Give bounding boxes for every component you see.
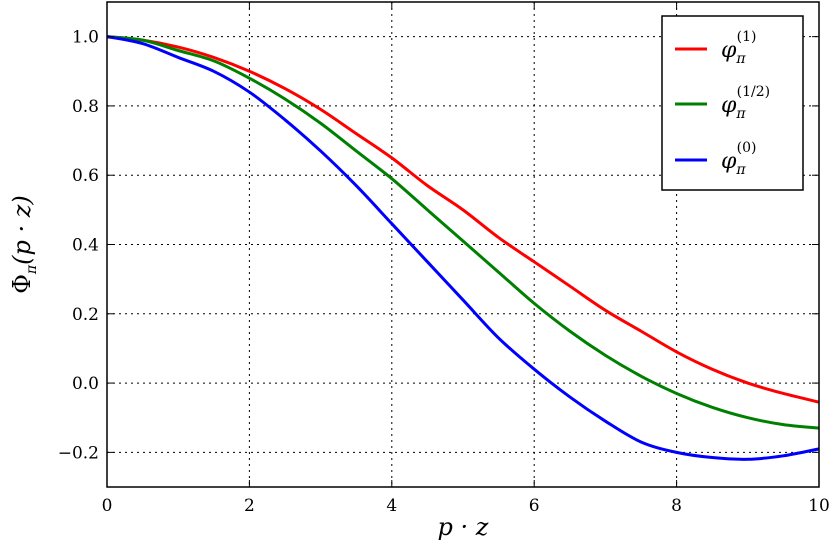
x-tick-labels: 0 2 4 6 8 10 <box>102 496 830 516</box>
x-tick-label: 6 <box>529 496 540 516</box>
axis-ticks <box>106 2 820 487</box>
y-axis-label: Φπ(p · z) <box>8 195 40 294</box>
x-tick-label: 8 <box>671 496 682 516</box>
y-tick-label: 0.8 <box>72 97 99 117</box>
legend-label-1: φπ(1/2) <box>721 84 770 122</box>
x-tick-label: 2 <box>244 496 255 516</box>
y-tick-label: 0.6 <box>72 166 99 186</box>
x-tick-label: 0 <box>102 496 113 516</box>
y-tick-label: 0.2 <box>72 305 99 325</box>
y-axis-label-arg: (p · z) <box>8 195 36 265</box>
legend-label-0: φπ(1) <box>721 29 756 67</box>
legend: φπ(1) φπ(1/2) φπ(0) <box>661 15 804 191</box>
y-tick-label: −0.2 <box>58 443 99 463</box>
y-tick-label: 0.4 <box>72 236 99 256</box>
y-tick-label: 1.0 <box>72 28 99 48</box>
x-tick-label: 10 <box>808 496 830 516</box>
svg-text:Φπ(p · z): Φπ(p · z) <box>8 195 40 294</box>
y-axis-label-main: Φ <box>8 274 36 294</box>
series-line-1 <box>106 35 820 430</box>
x-tick-label: 4 <box>386 496 397 516</box>
series-line-2 <box>106 35 820 461</box>
series-lines <box>106 35 820 461</box>
series-line-0 <box>106 35 820 404</box>
y-axis-label-sub: π <box>24 264 40 275</box>
legend-label-2: φπ(0) <box>721 140 756 178</box>
x-axis-label: p · z <box>438 513 489 541</box>
grid-lines <box>107 2 819 487</box>
y-tick-labels: −0.2 0.0 0.2 0.4 0.6 0.8 1.0 <box>58 28 99 464</box>
y-tick-label: 0.0 <box>72 374 99 394</box>
